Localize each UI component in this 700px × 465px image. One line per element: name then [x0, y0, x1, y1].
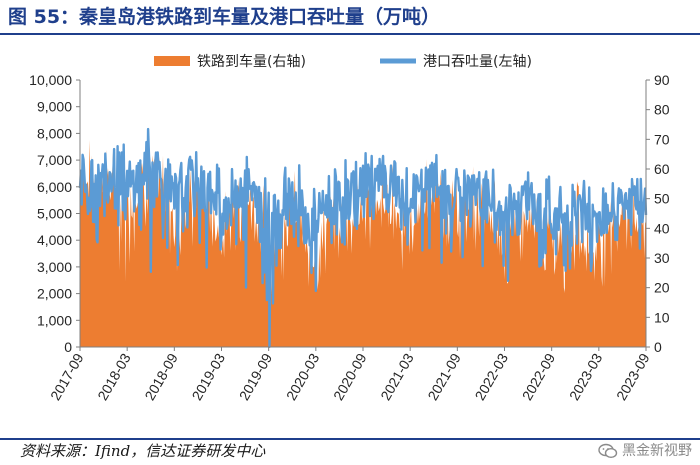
right-tick-label: 60 [654, 161, 670, 177]
x-tick-label: 2022-03 [472, 350, 512, 403]
left-tick-label: 5,000 [37, 206, 72, 222]
legend-swatch-rail [154, 56, 190, 66]
right-tick-label: 30 [654, 250, 670, 266]
left-tick-label: 9,000 [37, 99, 72, 115]
right-tick-label: 90 [654, 72, 670, 88]
source-rule [0, 438, 700, 440]
x-tick-label: 2020-09 [330, 350, 370, 403]
watermark-text: 黑金新视野 [622, 443, 692, 459]
left-axis: 0 1,000 2,000 3,000 4,000 5,000 6,000 7,000 8,00… [29, 72, 81, 355]
wechat-icon [598, 443, 618, 459]
x-tick-label: 2021-03 [377, 350, 417, 403]
x-tick-label: 2019-09 [236, 350, 276, 403]
left-tick-label: 7,000 [37, 152, 72, 168]
x-tick-label: 2023-09 [613, 350, 653, 403]
combo-chart: 0 1,000 2,000 3,000 4,000 5,000 6,000 7,000 8,00… [29, 53, 670, 403]
x-tick-label: 2019-03 [189, 350, 229, 403]
title-rule [0, 33, 700, 35]
left-tick-label: 6,000 [37, 179, 72, 195]
left-tick-label: 4,000 [37, 232, 72, 248]
rail-area-layer [80, 139, 646, 347]
figure-title: 图 55：秦皇岛港铁路到车量及港口吞吐量（万吨） [8, 6, 441, 28]
right-tick-label: 70 [654, 131, 670, 147]
legend-label-port: 港口吞吐量(左轴) [423, 54, 532, 70]
right-axis: 0 10 20 30 40 50 60 70 80 90 [645, 72, 670, 355]
x-tick-label: 2020-03 [283, 350, 323, 403]
right-tick-label: 20 [654, 280, 670, 296]
x-tick-label: 2023-03 [566, 350, 606, 403]
watermark: 黑金新视野 [598, 440, 692, 462]
left-tick-label: 3,000 [37, 259, 72, 275]
legend: 铁路到车量(右轴) 港口吞吐量(左轴) [154, 53, 532, 70]
port-line [78, 127, 648, 348]
right-tick-label: 80 [654, 102, 670, 118]
port-line-layer [78, 127, 648, 348]
x-axis: 2017-09 2018-03 2018-09 2019-03 2019-09 2020-… [47, 346, 653, 403]
x-tick-label: 2017-09 [47, 350, 87, 403]
source-note: 资料来源：Ifind，信达证券研发中心 [20, 442, 266, 460]
right-tick-label: 0 [654, 339, 662, 355]
left-tick-label: 8,000 [37, 125, 72, 141]
right-tick-label: 10 [654, 309, 670, 325]
rail-area [80, 139, 646, 347]
x-tick-label: 2021-09 [424, 350, 464, 403]
legend-label-rail: 铁路到车量(右轴) [197, 53, 306, 70]
left-tick-label: 0 [64, 339, 72, 355]
left-tick-label: 10,000 [29, 72, 72, 88]
x-tick-label: 2018-09 [141, 350, 181, 403]
left-tick-label: 1,000 [37, 312, 72, 328]
right-tick-label: 40 [654, 220, 670, 236]
left-tick-label: 2,000 [37, 286, 72, 302]
x-tick-label: 2018-03 [94, 350, 134, 403]
x-tick-label: 2022-09 [519, 350, 559, 403]
right-tick-label: 50 [654, 191, 670, 207]
